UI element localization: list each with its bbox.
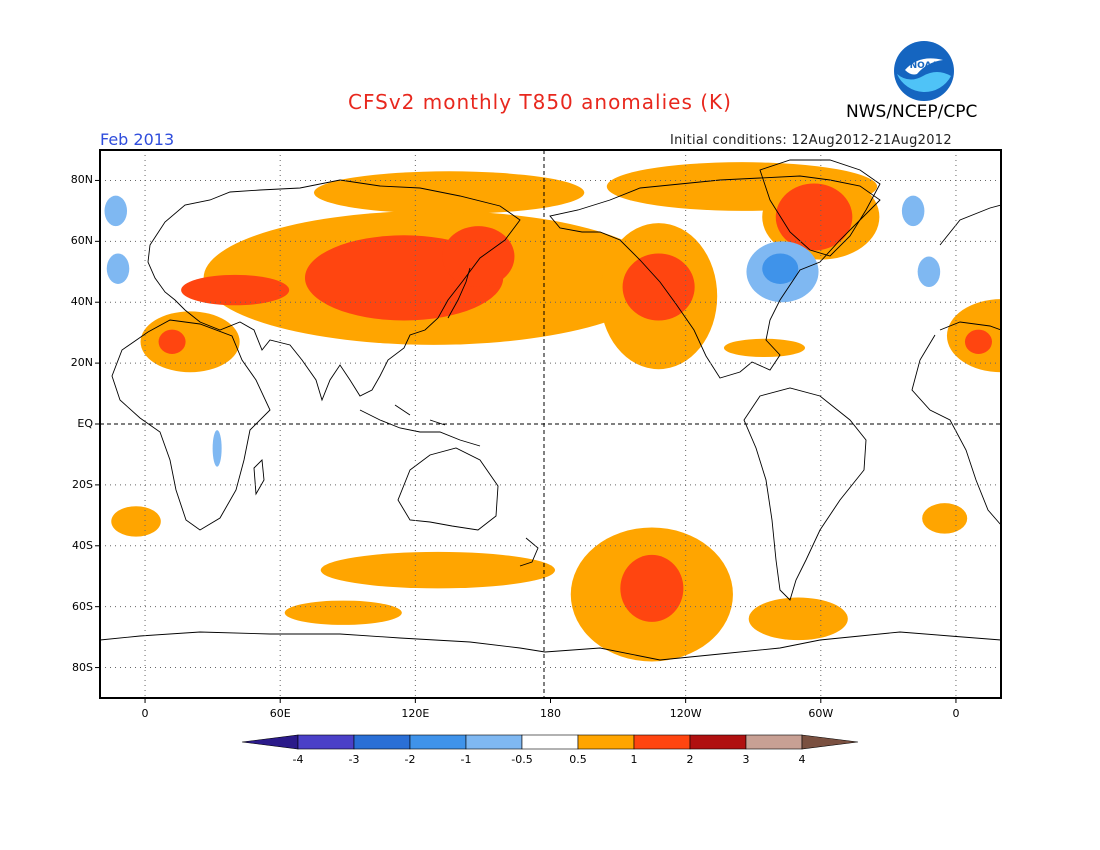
lat-label: 20S — [72, 477, 93, 491]
australia-coast — [397, 447, 499, 531]
colorbar — [241, 734, 859, 750]
chart-title: CFSv2 monthly T850 anomalies (K) — [348, 90, 732, 114]
anomaly-region-17 — [622, 253, 695, 321]
lon-label: 0 — [952, 707, 960, 720]
anomaly-region-21 — [964, 329, 992, 354]
lat-label: 60N — [70, 234, 93, 248]
lat-label: EQ — [77, 417, 93, 430]
lon-label: 120W — [669, 707, 702, 720]
lon-label: 180 — [540, 707, 561, 720]
anomaly-region-16 — [181, 274, 290, 306]
lon-label: 60E — [269, 707, 291, 720]
logo-gull — [905, 58, 943, 75]
africa-coast — [111, 319, 271, 531]
anomaly-region-27 — [212, 430, 222, 467]
colorbar-label: 2 — [686, 753, 694, 766]
colorbar-high-triangle — [801, 734, 859, 750]
anomaly-region-13 — [922, 503, 968, 534]
colorbar-label: -4 — [292, 753, 304, 766]
colorbar-swatch — [745, 734, 803, 750]
anomaly-region-11 — [748, 597, 848, 641]
valid-month: Feb 2013 — [100, 130, 175, 149]
anomaly-region-23 — [104, 195, 128, 227]
anomaly-region-25 — [901, 195, 925, 227]
north-america-coast — [549, 175, 881, 379]
antarctica-coast — [100, 631, 1001, 661]
eurasia-coast — [147, 179, 521, 402]
colorbar-label: 4 — [798, 753, 806, 766]
colorbar-swatch — [577, 734, 635, 750]
indonesia-coast — [359, 404, 481, 447]
anomaly-region-24 — [106, 253, 130, 284]
lat-label: 80S — [72, 660, 93, 674]
anomaly-region-26 — [917, 256, 941, 287]
anomaly-region-10 — [284, 600, 402, 625]
lat-label: 40S — [72, 538, 93, 552]
lat-label: 20N — [70, 356, 93, 370]
logo-ring — [894, 41, 954, 101]
anomaly-region-28 — [762, 253, 799, 284]
greenland-coast — [759, 159, 881, 257]
new-zealand-coast — [519, 537, 539, 567]
anomaly-region-19 — [620, 554, 684, 622]
colorbar-swatch — [409, 734, 467, 750]
anomaly-region-7 — [723, 338, 806, 358]
lon-label: 60W — [808, 707, 834, 720]
coastlines — [100, 159, 1001, 661]
colorbar-swatch — [297, 734, 355, 750]
logo-text: NOAA — [910, 61, 939, 71]
lat-label: 80N — [70, 173, 93, 187]
lat-label: 60S — [72, 599, 93, 613]
lon-label: 0 — [141, 707, 149, 720]
colorbar-swatch — [353, 734, 411, 750]
initial-conditions: Initial conditions: 12Aug2012-21Aug2012 — [670, 133, 952, 148]
agency-label: NWS/NCEP/CPC — [846, 102, 978, 122]
lat-lon-grid — [100, 150, 1001, 698]
anomaly-region-1 — [313, 171, 585, 214]
japan-coast — [447, 267, 471, 319]
anomaly-region-18 — [775, 183, 853, 251]
colorbar-swatch — [521, 734, 579, 750]
europe-africa-repeat-coast — [911, 204, 1001, 526]
colorbar-label: -0.5 — [511, 753, 533, 766]
colorbar-swatch — [689, 734, 747, 750]
lat-label: 40N — [70, 295, 93, 309]
anomaly-region-12 — [111, 506, 161, 537]
axis-ticks — [95, 179, 957, 703]
colorbar-label: 0.5 — [569, 753, 587, 766]
colorbar-label: 1 — [630, 753, 638, 766]
lon-label: 120E — [401, 707, 430, 720]
colorbar-label: -2 — [404, 753, 416, 766]
colorbar-swatch — [633, 734, 691, 750]
noaa-logo: NOAA — [894, 41, 954, 101]
colorbar-low-triangle — [241, 734, 299, 750]
anomaly-region-20 — [158, 329, 186, 354]
colorbar-label: -1 — [460, 753, 472, 766]
madagascar-coast — [253, 459, 265, 496]
anomaly-region-15 — [442, 226, 515, 287]
south-america-coast — [743, 387, 867, 601]
colorbar-swatch — [465, 734, 523, 750]
anomaly-region-9 — [320, 551, 556, 589]
colorbar-label: -3 — [348, 753, 360, 766]
logo-wave — [897, 72, 951, 92]
anomaly-regions — [104, 162, 1001, 662]
colorbar-label: 3 — [742, 753, 750, 766]
anomaly-region-5 — [140, 311, 240, 373]
